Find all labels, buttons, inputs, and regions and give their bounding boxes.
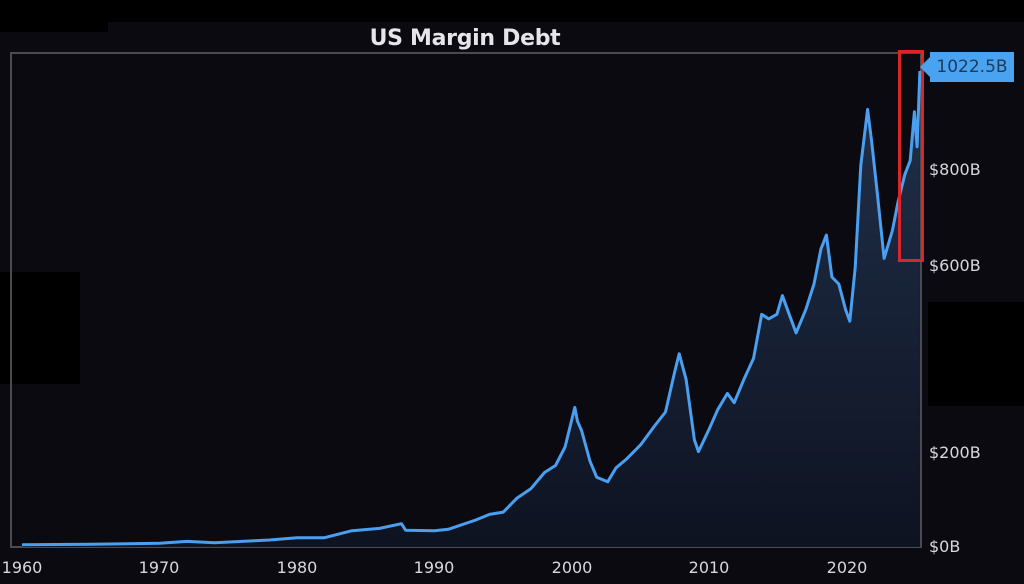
left-mask	[0, 272, 80, 384]
x-tick-label: 1990	[413, 558, 455, 577]
x-tick-label: 1960	[1, 558, 43, 577]
chart-title: US Margin Debt	[369, 26, 561, 51]
y-tick-label: $600B	[929, 256, 981, 275]
last-value-callout: 1022.5B	[930, 52, 1014, 82]
right-mask	[928, 302, 1024, 406]
top-mask	[0, 0, 1024, 22]
x-tick-label: 2000	[551, 558, 593, 577]
x-tick-label: 2020	[826, 558, 868, 577]
top-left-mask	[0, 22, 108, 32]
highlight-box	[898, 50, 924, 262]
x-tick-label: 2010	[688, 558, 730, 577]
y-tick-label: $0B	[929, 537, 961, 556]
callout-arrow	[920, 57, 930, 77]
y-tick-label: $800B	[929, 160, 981, 179]
data-line	[21, 70, 922, 547]
y-tick-label: $200B	[929, 443, 981, 462]
x-tick-label: 1980	[276, 558, 318, 577]
x-tick-label: 1970	[138, 558, 180, 577]
area-fill	[22, 71, 920, 547]
